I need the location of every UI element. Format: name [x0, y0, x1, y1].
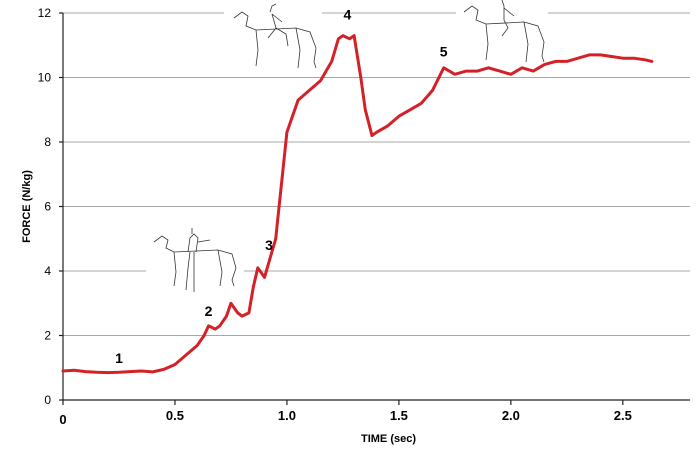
- x-axis-title: TIME (sec): [361, 433, 416, 445]
- phase-marker-1: 1: [115, 350, 123, 366]
- x-tick-label: 1.0: [278, 408, 296, 423]
- phase-marker-4: 4: [343, 6, 351, 22]
- phase-marker-3: 3: [265, 237, 273, 253]
- x-tick-label: 2.0: [502, 408, 520, 423]
- phase-marker-5: 5: [440, 44, 448, 60]
- y-tick-label: 8: [44, 135, 51, 149]
- annotations: 1 2 3 4 5: [115, 6, 448, 365]
- y-tick-label: 10: [38, 71, 52, 85]
- axes: [59, 12, 690, 405]
- x-tick-label: 2.5: [614, 408, 632, 423]
- x-tick-label: 0: [59, 412, 66, 427]
- horse-rider-seated-icon: [456, 0, 548, 64]
- horse-rider-mounting-icon: [224, 2, 322, 72]
- x-tick-label: 0.5: [166, 408, 184, 423]
- y-tick-label: 2: [44, 329, 51, 343]
- phase-marker-2: 2: [205, 303, 213, 319]
- y-tick-label: 12: [38, 6, 52, 20]
- force-series-line: [61, 34, 654, 375]
- y-tick-label: 0: [44, 393, 51, 407]
- y-axis-title: FORCE (N/kg): [21, 170, 33, 243]
- x-tick-label: 1.5: [390, 408, 408, 423]
- horse-rider-standing-icon: [146, 226, 244, 296]
- series-group: [61, 34, 654, 375]
- y-tick-label: 6: [44, 200, 51, 214]
- y-tick-label: 4: [44, 264, 51, 278]
